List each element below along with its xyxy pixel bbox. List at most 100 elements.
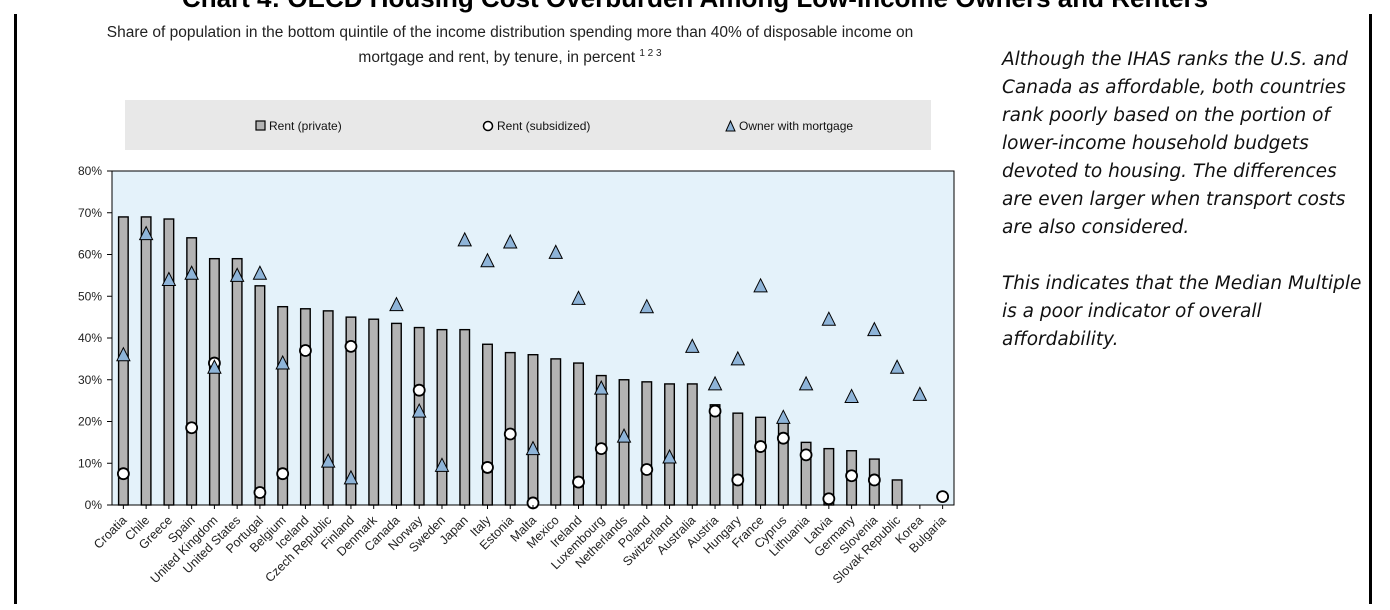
bar-rent-private: [891, 479, 903, 506]
chart-title-footnote-marks: 1 2 3: [639, 48, 662, 59]
bar-rent-private: [299, 308, 311, 506]
point-owner-mortgage: [776, 409, 791, 424]
point-rent-subsidized: [640, 463, 654, 476]
point-owner-mortgage: [161, 271, 177, 287]
point-rent-subsidized: [276, 467, 290, 481]
y-tick-label: 20%: [78, 415, 102, 429]
point-rent-subsidized: [185, 421, 199, 435]
legend-marker-rent-private: [255, 120, 266, 131]
point-owner-mortgage: [411, 402, 427, 418]
y-tick-label: 60%: [78, 248, 102, 262]
point-rent-subsidized: [503, 427, 517, 441]
point-owner-mortgage: [662, 448, 677, 464]
point-owner-mortgage: [548, 244, 564, 259]
point-owner-mortgage: [616, 427, 632, 443]
top-title-strip: Chart 4: OECD Housing Cost Overburden Am…: [0, 0, 1390, 16]
bar-rent-private: [482, 343, 493, 506]
point-owner-mortgage: [525, 440, 541, 456]
bar-rent-private: [368, 318, 380, 506]
legend-label: Rent (subsidized): [497, 119, 590, 133]
point-rent-subsidized: [299, 344, 312, 357]
legend-marker-owner-mortgage: [725, 119, 736, 132]
point-rent-subsidized: [116, 467, 130, 481]
point-owner-mortgage: [593, 379, 609, 395]
point-owner-mortgage: [867, 321, 882, 337]
point-rent-subsidized: [754, 440, 767, 453]
point-rent-subsidized: [822, 492, 836, 506]
chart-svg: Rent (private) Rent (subsidized) Owner wit…: [78, 100, 955, 587]
point-owner-mortgage: [684, 338, 700, 353]
bar-rent-private: [595, 374, 607, 506]
point-rent-subsidized: [344, 339, 358, 353]
legend-marker-rent-subsidized: [482, 120, 494, 132]
point-owner-mortgage: [343, 469, 359, 485]
content-frame: [14, 14, 1372, 604]
bar-rent-private: [732, 412, 744, 506]
point-owner-mortgage: [116, 346, 131, 362]
point-owner-mortgage: [184, 265, 199, 280]
side-note-paragraph-2: This indicates that the Median Multiple …: [1002, 273, 1362, 350]
point-rent-subsidized: [799, 448, 813, 462]
bar-rent-private: [641, 381, 653, 506]
y-tick-label: 0%: [85, 498, 103, 512]
point-owner-mortgage: [252, 265, 268, 280]
point-rent-subsidized: [936, 490, 950, 504]
chart-title-line1: Share of population in the bottom quinti…: [106, 24, 914, 41]
point-owner-mortgage: [138, 225, 154, 241]
bar-rent-private: [140, 216, 152, 506]
point-owner-mortgage: [707, 375, 723, 391]
point-rent-subsidized: [845, 469, 858, 483]
point-owner-mortgage: [229, 267, 245, 282]
y-tick-label: 30%: [78, 373, 102, 387]
point-owner-mortgage: [821, 311, 837, 326]
point-rent-subsidized: [731, 473, 745, 487]
point-owner-mortgage: [389, 296, 404, 312]
chart-title-line2: mortgage and rent, by tenure, in percent: [358, 49, 636, 67]
bar-rent-private: [322, 310, 334, 506]
bar-rent-private: [527, 354, 539, 506]
side-note-paragraph-1: Although the IHAS ranks the U.S. and Can…: [1002, 49, 1348, 238]
point-owner-mortgage: [571, 290, 586, 305]
bar-rent-private: [709, 404, 721, 506]
cut-off-page-title: Chart 4: OECD Housing Cost Overburden Am…: [0, 0, 1390, 14]
point-owner-mortgage: [798, 375, 814, 391]
point-rent-subsidized: [708, 404, 722, 418]
point-rent-subsidized: [253, 486, 267, 499]
bar-rent-private: [459, 328, 471, 506]
point-owner-mortgage: [502, 233, 518, 249]
bar-rent-private: [231, 257, 243, 506]
bar-rent-private: [254, 285, 266, 506]
point-rent-subsidized: [594, 442, 608, 456]
legend-label: Owner with mortgage: [739, 119, 853, 133]
bar-rent-private: [436, 328, 448, 506]
point-owner-mortgage: [912, 386, 928, 401]
chart-title: Share of population in the bottom quinti…: [20, 22, 1000, 68]
legend-label: Rent (private): [269, 119, 342, 133]
point-rent-subsidized: [867, 473, 881, 487]
y-tick-label: 10%: [78, 456, 102, 470]
y-tick-label: 50%: [78, 289, 102, 303]
bar-rent-private: [755, 416, 767, 506]
bar-rent-private: [208, 257, 220, 506]
side-note: Although the IHAS ranks the U.S. and Can…: [1002, 46, 1362, 382]
point-owner-mortgage: [480, 252, 495, 268]
point-owner-mortgage: [207, 359, 222, 374]
point-owner-mortgage: [434, 457, 450, 472]
point-owner-mortgage: [730, 350, 746, 366]
bar-rent-private: [163, 218, 175, 506]
bar-rent-private: [686, 383, 698, 506]
point-rent-subsidized: [776, 431, 790, 445]
point-owner-mortgage: [639, 298, 655, 314]
bar-rent-private: [550, 358, 562, 506]
point-owner-mortgage: [275, 354, 290, 370]
point-owner-mortgage: [753, 277, 768, 293]
point-owner-mortgage: [889, 359, 905, 374]
y-tick-label: 70%: [78, 206, 102, 220]
point-rent-subsidized: [412, 383, 426, 397]
bar-rent-private: [390, 322, 402, 506]
y-tick-label: 40%: [78, 331, 102, 345]
bar-rent-private: [664, 383, 676, 506]
point-owner-mortgage: [457, 231, 473, 247]
point-rent-subsidized: [481, 461, 494, 474]
point-rent-subsidized: [572, 475, 585, 489]
